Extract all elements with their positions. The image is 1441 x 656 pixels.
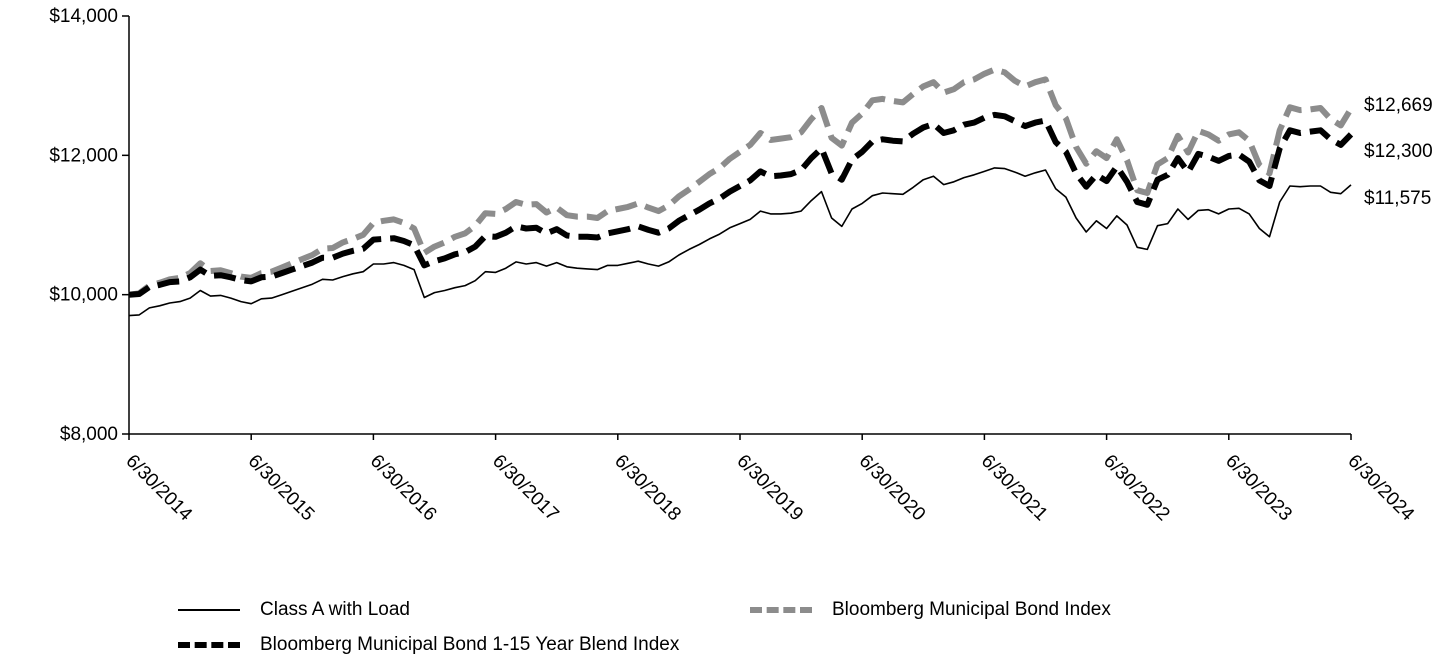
y-tick-label: $12,000 <box>49 145 118 166</box>
x-tick-label: 6/30/2022 <box>1099 451 1174 526</box>
x-tick-label: 6/30/2020 <box>855 451 930 526</box>
labels-layer: $12,669 $12,300 $11,575 <box>1364 95 1433 209</box>
x-tick-label: 6/30/2021 <box>977 451 1052 526</box>
x-tick-label: 6/30/2017 <box>488 451 563 526</box>
x-tick-label: 6/30/2014 <box>121 451 196 526</box>
y-tick-label: $14,000 <box>49 6 118 27</box>
x-tick-label: 6/30/2019 <box>732 451 807 526</box>
end-value-label: $12,669 <box>1364 95 1433 116</box>
axes: $8,000 $10,000 $12,000 $14,000 6/30/2014 6/30… <box>49 6 1418 526</box>
series-line-2 <box>128 66 1354 298</box>
x-tick-label: 6/30/2018 <box>610 451 685 526</box>
y-tick-label: $10,000 <box>49 285 118 306</box>
x-tick-label: 6/30/2023 <box>1221 451 1296 526</box>
x-tick-label: 6/30/2015 <box>244 451 319 526</box>
series-layer <box>128 66 1354 317</box>
y-tick-label: $8,000 <box>60 424 118 445</box>
series-line-0 <box>128 167 1352 317</box>
series-line-1 <box>128 111 1354 298</box>
x-tick-label: 6/30/2016 <box>366 451 441 526</box>
end-value-label: $12,300 <box>1364 141 1433 162</box>
end-value-label: $11,575 <box>1364 188 1431 209</box>
x-tick-label: 6/30/2024 <box>1343 451 1418 526</box>
